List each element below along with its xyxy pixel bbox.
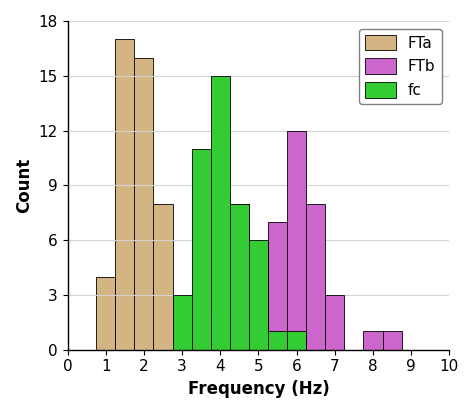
Bar (191, 149, 211, 350)
Bar (115, 39, 134, 350)
Bar (173, 295, 191, 350)
Y-axis label: Count: Count (15, 158, 33, 213)
Bar (96, 277, 115, 350)
Bar (364, 332, 383, 350)
Bar (134, 57, 154, 350)
Bar (230, 204, 249, 350)
Bar (268, 332, 287, 350)
X-axis label: Frequency (Hz): Frequency (Hz) (188, 380, 329, 398)
Bar (325, 295, 345, 350)
Bar (287, 131, 306, 350)
Bar (249, 295, 268, 350)
Bar (306, 204, 325, 350)
Bar (268, 222, 287, 350)
Bar (211, 76, 230, 350)
Bar (191, 313, 211, 350)
Bar (154, 204, 173, 350)
Bar (383, 332, 401, 350)
Bar (287, 332, 306, 350)
Bar (249, 240, 268, 350)
Bar (230, 204, 249, 350)
Legend: FTa, FTb, fc: FTa, FTb, fc (359, 28, 442, 104)
